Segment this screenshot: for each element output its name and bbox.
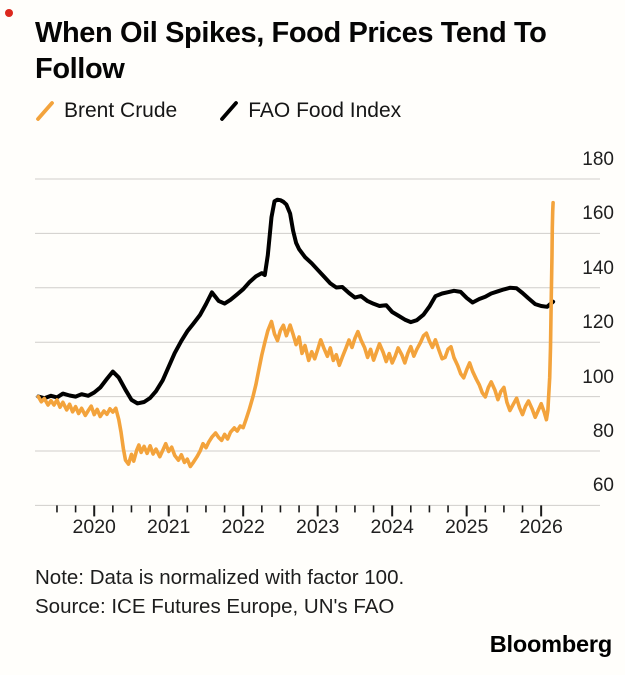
legend-item-brent-crude: Brent Crude [35,98,177,124]
legend-slash-icon [36,101,54,121]
y-axis-label-80: 80 [592,421,614,442]
y-axis-label-60: 60 [592,475,614,497]
x-axis-label-2022: 2022 [221,516,265,538]
x-axis-label-2026: 2026 [519,516,563,538]
legend-label: Brent Crude [64,99,178,122]
y-axis-label-160: 160 [582,203,614,225]
chart-source: Source: ICE Futures Europe, UN's FAO [35,595,395,618]
x-axis-label-2025: 2025 [444,516,489,538]
chart-title-line-2: Follow [35,53,125,85]
chart-legend: Brent Crude FAO Food Index [35,98,443,124]
chart-title-line-1: When Oil Spikes, Food Prices Tend To [35,17,547,49]
series-line-fao-food-index [36,197,556,406]
legend-item-fao-food-index: FAO Food Index [219,98,401,124]
x-axis-label-2023: 2023 [295,516,340,538]
red-indicator-dot [5,9,13,17]
y-axis-label-140: 140 [582,257,614,279]
bloomberg-logo: Bloomberg [489,631,612,657]
chart-note: Note: Data is normalized with factor 100… [35,566,405,589]
chart-title: When Oil Spikes, Food Prices Tend To Fol… [35,15,610,87]
legend-label: FAO Food Index [248,99,402,122]
x-axis-label-2020: 2020 [72,516,116,538]
x-axis-label-2024: 2024 [370,516,414,538]
y-axis-label-120: 120 [582,312,614,334]
series-line-brent-crude [36,200,555,469]
legend-slash-icon [220,101,239,121]
y-axis-label-100: 100 [582,366,614,388]
x-axis-label-2021: 2021 [147,516,191,538]
y-axis-label-180: 180 [582,149,614,170]
